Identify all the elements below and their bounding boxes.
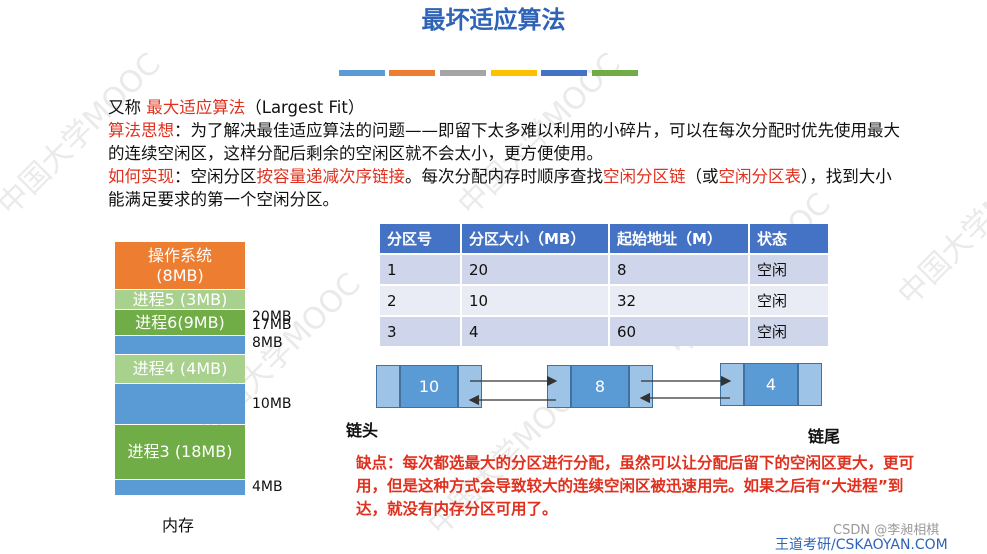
brand-footer: 王道考研/CSKAOYAN.COM xyxy=(775,537,948,553)
table-cell: 10 xyxy=(461,284,610,316)
table-cell: 60 xyxy=(609,315,750,346)
chain-node-pointer xyxy=(798,363,822,406)
size-label: 20MB xyxy=(252,309,292,325)
memory-block-process4: 进程4 (4MB) xyxy=(115,355,245,383)
memory-block-process3: 进程3 (18MB) xyxy=(115,425,245,479)
free-partition-table: 分区号 分区大小（MB） 起始地址（M） 状态 1 20 8 空闲 2 10 3… xyxy=(380,224,830,346)
chain-node-pointer xyxy=(376,365,400,408)
memory-block-process6: 进程6(9MB) xyxy=(115,310,245,335)
title-stripe xyxy=(339,70,385,76)
page-title: 最坏适应算法 xyxy=(421,6,566,34)
how-paragraph: 如何实现：空闲分区按容量递减次序链接。每次分配内存时顺序查找空闲分区链（或空闲分… xyxy=(108,165,908,211)
size-label: 17MB xyxy=(252,317,292,333)
alias-suffix: （Largest Fit） xyxy=(245,98,365,117)
table-header: 分区大小（MB） xyxy=(461,224,610,254)
table-row: 1 20 8 空闲 xyxy=(380,253,830,285)
table-cell: 2 xyxy=(380,284,462,316)
table-cell: 空闲 xyxy=(749,253,830,285)
alias-line: 又称 最大适应算法（Largest Fit） xyxy=(108,96,908,119)
table-cell: 4 xyxy=(461,315,610,346)
title-stripe xyxy=(541,70,587,76)
table-cell: 空闲 xyxy=(749,315,830,346)
table-cell: 20 xyxy=(461,253,610,285)
how-text: 。每次分配内存时顺序查找 xyxy=(405,167,603,186)
chain-node-8: 8 xyxy=(571,365,629,408)
title-stripe xyxy=(592,70,638,76)
title-stripe xyxy=(389,70,435,76)
table-header: 状态 xyxy=(749,224,830,254)
memory-block-free-8mb xyxy=(115,336,245,354)
table-cell: 1 xyxy=(380,253,462,285)
table-row: 2 10 32 空闲 xyxy=(380,284,830,316)
alias-prefix: 又称 xyxy=(108,98,147,117)
table-cell: 空闲 xyxy=(749,284,830,316)
size-label: 4MB xyxy=(252,479,283,495)
table-header: 起始地址（M） xyxy=(609,224,750,254)
how-emphasis: 按容量递减次序链接 xyxy=(256,167,406,186)
chain-head-label: 链头 xyxy=(346,421,379,440)
alias-name: 最大适应算法 xyxy=(146,98,246,117)
size-label: 8MB xyxy=(252,335,283,351)
idea-paragraph: 算法思想：为了解决最佳适应算法的问题——即留下太多难以利用的小碎片，可以在每次分… xyxy=(108,119,908,165)
how-label: 如何实现 xyxy=(108,167,174,186)
table-cell: 3 xyxy=(380,315,462,346)
size-label: 10MB xyxy=(252,396,292,412)
table-cell: 8 xyxy=(609,253,750,285)
memory-block-process5: 进程5 (3MB) xyxy=(115,290,245,309)
chain-tail-label: 链尾 xyxy=(808,427,841,446)
how-text: （或 xyxy=(685,167,719,186)
memory-caption: 内存 xyxy=(162,516,195,535)
csdn-credit: CSDN @李昶相棋 xyxy=(833,523,940,538)
memory-block-os: 操作系统 (8MB) xyxy=(115,242,245,289)
table-header: 分区号 xyxy=(380,224,462,254)
title-stripe xyxy=(491,70,537,76)
how-text: ：空闲分区 xyxy=(174,167,257,186)
title-stripe xyxy=(440,70,486,76)
table-row: 3 4 60 空闲 xyxy=(380,315,830,346)
memory-block-free-4mb xyxy=(115,480,245,495)
chain-node-10: 10 xyxy=(400,365,458,408)
idea-label: 算法思想 xyxy=(108,121,174,140)
drawback-note: 缺点：每次都选最大的分区进行分配，虽然可以让分配后留下的空闲区更大，更可用，但是… xyxy=(356,454,915,518)
how-emphasis: 空闲分区表 xyxy=(718,167,802,186)
how-text: ），找到大小能满足要求的第一个空闲分区。 xyxy=(108,167,892,209)
chain-node-4: 4 xyxy=(744,363,798,406)
chain-node-pointer xyxy=(547,365,571,408)
table-cell: 32 xyxy=(609,284,750,316)
memory-block-free-10mb xyxy=(115,384,245,424)
how-emphasis: 空闲分区链 xyxy=(603,167,686,186)
idea-text: ：为了解决最佳适应算法的问题——即留下太多难以利用的小碎片，可以在每次分配时优先… xyxy=(108,121,900,163)
